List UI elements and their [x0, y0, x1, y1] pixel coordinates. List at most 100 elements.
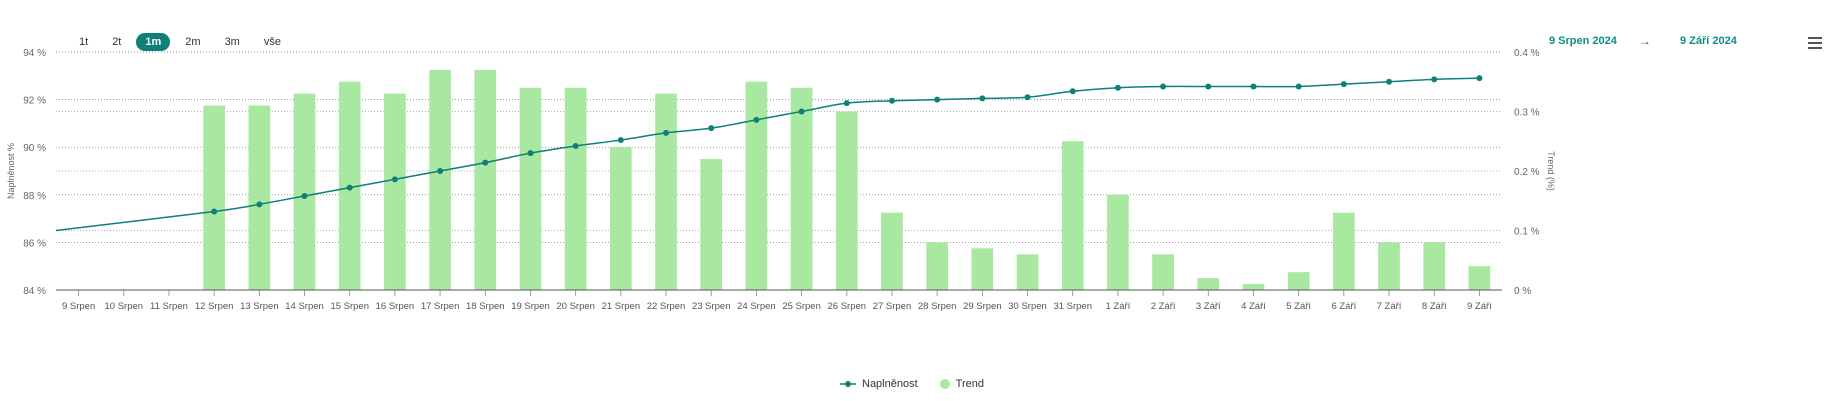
zoom-button-2m[interactable]: 2m — [185, 36, 201, 48]
x-tick-label: 1 Září — [1106, 301, 1131, 312]
x-tick-label: 2 Září — [1151, 301, 1176, 312]
point-naplnenost — [843, 100, 850, 107]
zoom-button-2t[interactable]: 2t — [112, 36, 122, 48]
legend: Naplněnost Trend — [840, 378, 984, 390]
point-naplnenost — [798, 108, 805, 115]
bar-trend — [1242, 284, 1265, 290]
bar-trend — [881, 212, 903, 290]
y-left-tick-label: 92 % — [23, 96, 46, 107]
bar-trend — [971, 248, 994, 290]
x-tick-label: 15 Srpen — [330, 301, 369, 312]
point-naplnenost — [1205, 83, 1212, 90]
y-right-axis-title: Trend (%) — [1546, 151, 1556, 191]
x-tick-label: 9 Září — [1467, 301, 1492, 312]
zoom-button-1m[interactable]: 1m — [136, 33, 171, 51]
range-from[interactable]: 9 Srpen 2024 — [1549, 35, 1617, 47]
point-naplnenost — [1160, 83, 1167, 90]
point-naplnenost — [979, 95, 986, 102]
point-naplnenost — [888, 97, 895, 104]
x-tick-label: 26 Srpen — [828, 301, 867, 312]
x-tick-label: 30 Srpen — [1008, 301, 1047, 312]
bar-trend — [564, 87, 587, 290]
range-to[interactable]: 9 Září 2024 — [1680, 35, 1737, 47]
point-naplnenost — [1069, 88, 1076, 95]
x-tick-label: 9 Srpen — [62, 301, 95, 312]
x-tick-label: 4 Září — [1241, 301, 1266, 312]
x-tick-label: 8 Září — [1422, 301, 1447, 312]
y-left-tick-label: 84 % — [23, 286, 46, 297]
point-naplnenost — [437, 168, 444, 174]
point-naplnenost — [301, 192, 308, 199]
legend-label-trend: Trend — [955, 378, 984, 390]
x-tick-label: 18 Srpen — [466, 301, 505, 312]
point-naplnenost — [663, 129, 670, 136]
x-tick-label: 24 Srpen — [737, 301, 776, 312]
x-tick-label: 14 Srpen — [285, 301, 324, 312]
y-right-tick-label: 0.2 % — [1514, 167, 1540, 178]
bar-trend — [429, 69, 451, 290]
point-naplnenost — [391, 176, 398, 183]
legend-item-trend[interactable]: Trend — [939, 378, 984, 390]
zoom-selector: 1t 2t 1m 2m 3m vše — [70, 33, 290, 51]
point-naplnenost — [1114, 84, 1121, 91]
y-left-tick-label: 88 % — [23, 191, 46, 202]
x-tick-label: 6 Září — [1331, 301, 1356, 312]
bar-trend — [790, 87, 813, 290]
x-tick-label: 3 Září — [1196, 301, 1221, 312]
zoom-button-3m[interactable]: 3m — [224, 36, 240, 48]
bar-trend — [926, 242, 949, 290]
range-arrow: → — [1639, 34, 1651, 48]
x-tick-label: 7 Září — [1377, 301, 1402, 312]
y-left-axis-title: Naplněnost % — [6, 143, 16, 199]
x-tick-label: 11 Srpen — [150, 301, 188, 312]
x-tick-label: 19 Srpen — [511, 301, 550, 312]
point-naplnenost — [1250, 83, 1257, 90]
point-naplnenost — [346, 184, 353, 191]
hamburger-menu-icon[interactable] — [1808, 37, 1822, 49]
y-right-tick-label: 0.4 % — [1514, 48, 1540, 59]
x-tick-label: 5 Září — [1286, 301, 1311, 312]
bar-trend — [1378, 242, 1400, 290]
x-tick-label: 22 Srpen — [647, 301, 686, 312]
bar-trend — [1468, 266, 1491, 290]
point-naplnenost — [1024, 94, 1031, 101]
zoom-button-1t[interactable]: 1t — [79, 36, 89, 48]
bar-trend — [655, 93, 677, 291]
bar-trend — [745, 81, 768, 290]
x-tick-label: 13 Srpen — [240, 301, 279, 312]
x-tick-label: 10 Srpen — [105, 301, 144, 312]
zoom-button-vše[interactable]: vše — [263, 36, 281, 48]
point-naplnenost — [1340, 81, 1347, 88]
point-naplnenost — [482, 159, 489, 166]
legend-label-naplnenost: Naplněnost — [862, 378, 918, 390]
y-left-tick-label: 94 % — [23, 48, 46, 59]
x-tick-label: 28 Srpen — [918, 301, 957, 312]
point-naplnenost — [1386, 78, 1393, 85]
legend-line-marker — [840, 381, 856, 387]
point-naplnenost — [934, 96, 941, 103]
y-left-tick-label: 86 % — [23, 238, 46, 249]
bar-trend — [1152, 254, 1174, 290]
y-right-tick-label: 0.3 % — [1514, 108, 1540, 119]
y-right-tick-label: 0.1 % — [1514, 227, 1540, 238]
bar-trend — [474, 69, 497, 290]
point-naplnenost — [527, 150, 534, 157]
x-tick-label: 21 Srpen — [602, 301, 641, 312]
legend-item-naplnenost[interactable]: Naplněnost — [840, 378, 918, 390]
bar-trend — [203, 105, 226, 290]
x-tick-label: 27 Srpen — [873, 301, 912, 312]
x-tick-label: 16 Srpen — [376, 301, 415, 312]
x-tick-label: 25 Srpen — [782, 301, 821, 312]
bar-trend — [1197, 278, 1220, 290]
x-tick-label: 17 Srpen — [421, 301, 460, 312]
bar-trend — [1016, 254, 1039, 290]
point-naplnenost — [753, 116, 760, 123]
bar-trend — [519, 87, 542, 290]
bar-trend — [1107, 194, 1129, 290]
point-naplnenost — [572, 143, 579, 150]
legend-bar-marker — [939, 379, 950, 389]
x-tick-label: 20 Srpen — [556, 301, 595, 312]
x-tick-label: 29 Srpen — [963, 301, 1002, 312]
bar-trend — [1332, 212, 1355, 290]
